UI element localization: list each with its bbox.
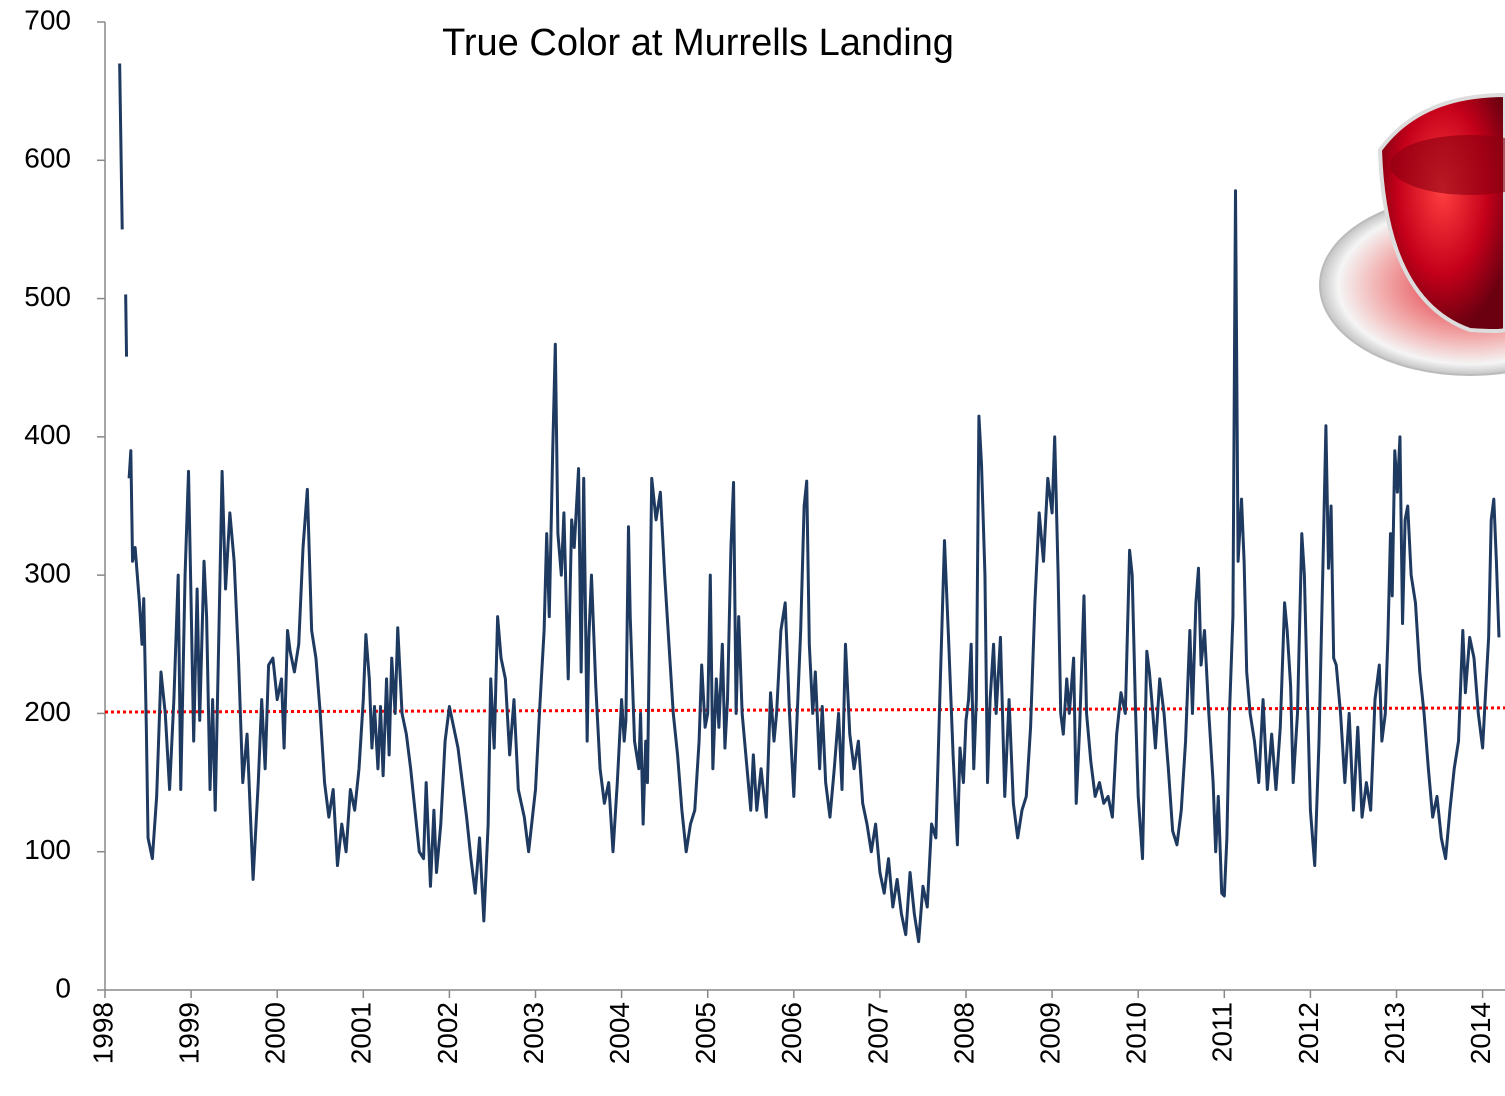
y-tick-label: 0 <box>55 972 71 1003</box>
x-tick-label: 2005 <box>690 1002 721 1064</box>
y-tick-label: 200 <box>24 696 71 727</box>
x-tick-label: 2012 <box>1293 1002 1324 1064</box>
x-tick-label: 2010 <box>1121 1002 1152 1064</box>
chart-title: True Color at Murrells Landing <box>442 22 954 64</box>
x-tick-label: 2002 <box>432 1002 463 1064</box>
x-tick-label: 2006 <box>776 1002 807 1064</box>
x-tick-label: 2009 <box>1035 1002 1066 1064</box>
x-tick-label: 2000 <box>260 1002 291 1064</box>
x-tick-label: 2008 <box>948 1002 979 1064</box>
y-tick-label: 100 <box>24 834 71 865</box>
x-tick-label: 2001 <box>346 1002 377 1064</box>
x-tick-label: 2004 <box>604 1002 635 1064</box>
trend-line <box>104 706 1505 714</box>
x-tick-label: 1998 <box>87 1002 118 1064</box>
y-tick-label: 600 <box>24 143 71 174</box>
x-tick-label: 2014 <box>1465 1002 1496 1064</box>
x-tick-label: 2007 <box>862 1002 893 1064</box>
y-tick-label: 500 <box>24 281 71 312</box>
data-line <box>118 63 1501 944</box>
y-tick-label: 300 <box>24 558 71 589</box>
teacup-image <box>1319 92 1505 376</box>
x-tick-label: 1999 <box>173 1002 204 1064</box>
x-tick-label: 2013 <box>1379 1002 1410 1064</box>
y-tick-label: 400 <box>24 419 71 450</box>
x-tick-label: 2011 <box>1207 1002 1238 1062</box>
x-tick-label: 2003 <box>518 1002 549 1064</box>
y-tick-label: 700 <box>24 4 71 35</box>
